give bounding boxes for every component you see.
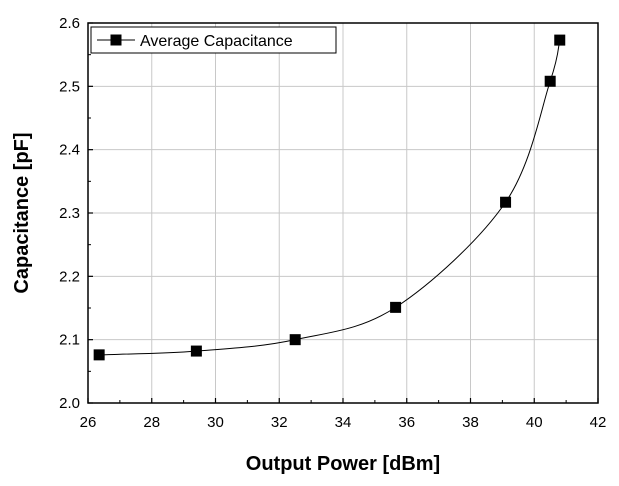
y-axis-title: Capacitance [pF] [11, 132, 33, 293]
data-point-marker [390, 301, 402, 313]
x-tick-label: 30 [207, 414, 224, 431]
grid-lines [88, 23, 598, 403]
y-tick-label: 2.5 [59, 78, 80, 95]
x-tick-label: 26 [80, 414, 97, 431]
data-point-marker [544, 75, 556, 87]
y-tick-label: 2.6 [59, 15, 80, 32]
y-tick-label: 2.4 [59, 142, 80, 159]
y-tick-label: 2.0 [59, 395, 80, 412]
axis-ticks: 26 28 30 32 34 36 38 40 42 2.0 2.1 2.2 2.3 2.4 2.5 2.6 [59, 15, 606, 431]
legend-label: Average Capacitance [140, 33, 293, 50]
x-tick-label: 36 [398, 414, 415, 431]
y-tick-label: 2.3 [59, 205, 80, 222]
x-tick-label: 28 [143, 414, 160, 431]
plot-frame [87, 22, 599, 404]
y-tick-label: 2.1 [59, 332, 80, 349]
x-tick-label: 42 [590, 414, 607, 431]
data-point-marker [190, 345, 202, 357]
x-axis-title: Output Power [dBm] [246, 453, 440, 475]
data-point-marker [289, 334, 301, 346]
legend-marker-square [110, 34, 122, 46]
legend: Average Capacitance [90, 26, 337, 54]
series-line [99, 39, 561, 356]
data-point-marker [93, 349, 105, 361]
x-tick-label: 38 [462, 414, 479, 431]
x-tick-label: 32 [271, 414, 288, 431]
x-tick-label: 40 [526, 414, 543, 431]
y-tick-label: 2.2 [59, 268, 80, 285]
data-point-marker [500, 196, 512, 208]
x-tick-label: 34 [335, 414, 352, 431]
data-point-marker [554, 34, 566, 46]
data-series [93, 34, 566, 361]
